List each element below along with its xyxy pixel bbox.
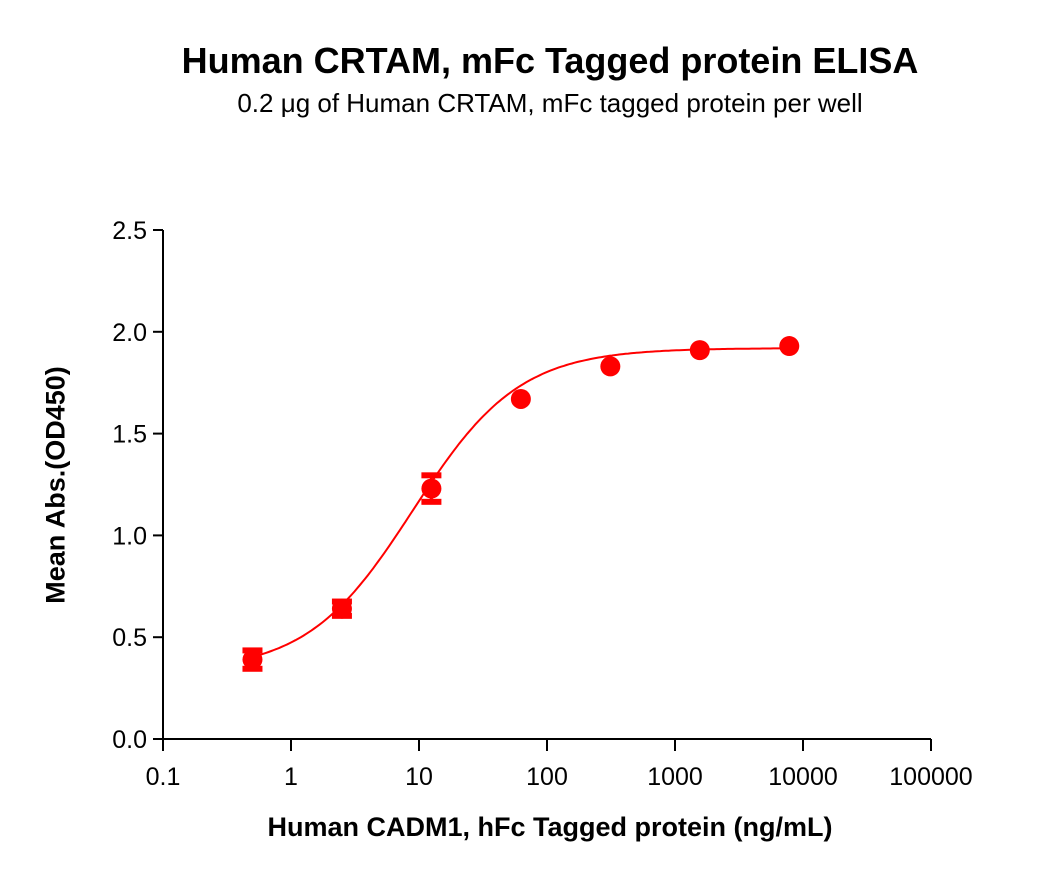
data-point <box>689 340 710 361</box>
x-tick-label: 10 <box>405 763 433 791</box>
data-point <box>600 356 621 377</box>
y-tick-label: 2.0 <box>112 319 147 347</box>
data-point <box>779 336 800 357</box>
data-point <box>331 598 352 619</box>
y-tick-label: 1.5 <box>112 421 147 449</box>
x-tick-label: 100000 <box>889 763 972 791</box>
y-tick-label: 0.5 <box>112 624 147 652</box>
chart-title: Human CRTAM, mFc Tagged protein ELISA <box>181 40 919 81</box>
x-tick-label: 100 <box>526 763 568 791</box>
x-tick-label: 10000 <box>768 763 838 791</box>
x-tick-label: 1 <box>284 763 298 791</box>
x-axis-label: Human CADM1, hFc Tagged protein (ng/mL) <box>267 812 833 842</box>
y-tick-label: 1.0 <box>112 522 147 550</box>
y-tick-label: 0.0 <box>112 726 147 754</box>
error-cap <box>421 472 442 479</box>
data-point <box>242 649 263 670</box>
x-tick-label: 1000 <box>647 763 703 791</box>
chart-subtitle: 0.2 μg of Human CRTAM, mFc tagged protei… <box>237 88 863 118</box>
data-point <box>510 388 531 409</box>
y-tick-label: 2.5 <box>112 217 147 245</box>
x-tick-label: 0.1 <box>146 763 181 791</box>
data-point <box>421 478 442 499</box>
error-cap <box>421 498 442 505</box>
